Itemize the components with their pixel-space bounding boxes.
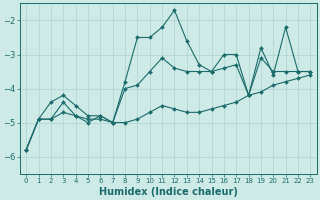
X-axis label: Humidex (Indice chaleur): Humidex (Indice chaleur) [99,187,238,197]
